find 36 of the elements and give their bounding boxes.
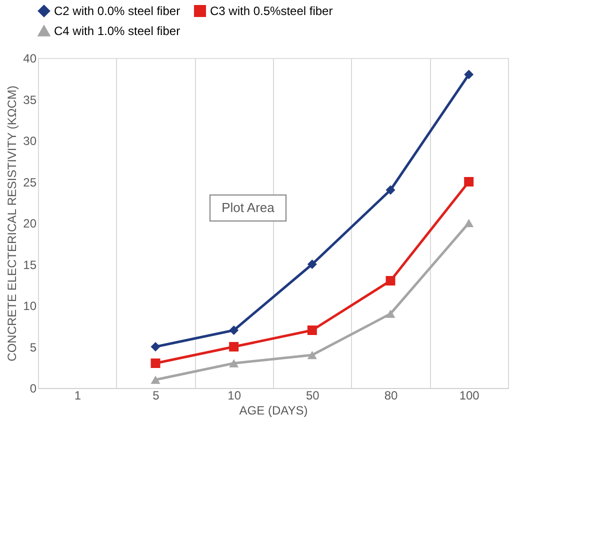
y-tick-label: 35 (23, 92, 37, 107)
point (229, 326, 239, 335)
point (229, 359, 239, 368)
point (386, 310, 396, 318)
y-tick-label: 20 (23, 216, 37, 230)
point (386, 276, 396, 286)
x-tick-label: 100 (459, 388, 480, 402)
y-tick-label: 0 (30, 382, 37, 396)
point (229, 342, 239, 352)
y-tick-label: 25 (23, 175, 37, 190)
y-tick-label: 30 (23, 134, 37, 148)
y-axis-title: CONCRETE ELECTERICAL RESISTIVITY (KΩCM) (5, 86, 20, 362)
legend-label: C3 with 0.5%steel fiber (210, 4, 333, 18)
point (464, 177, 474, 186)
point (307, 260, 317, 269)
legend-label: C4 with 1.0% steel fiber (54, 24, 180, 38)
x-tick-label: 80 (384, 388, 398, 402)
point (150, 342, 160, 352)
point (307, 350, 317, 360)
x-tick-label: 1 (74, 388, 82, 402)
point (464, 218, 474, 228)
x-tick-label: 10 (228, 388, 242, 402)
point (150, 376, 160, 384)
y-tick-label: 15 (23, 258, 37, 272)
y-tick-label: 10 (23, 299, 37, 313)
x-tick-label: 5 (152, 388, 160, 402)
point (386, 185, 396, 195)
point (150, 358, 160, 368)
y-tick-label: 40 (23, 52, 37, 66)
x-tick-label: 50 (306, 388, 320, 402)
annotation: Plot Area (222, 200, 276, 215)
legend-label: C2 with 0.0% steel fiber (54, 4, 180, 18)
point (464, 70, 474, 80)
y-tick-label: 5 (30, 340, 37, 354)
point (307, 326, 317, 335)
x-axis-title: AGE (DAYS) (239, 404, 308, 418)
